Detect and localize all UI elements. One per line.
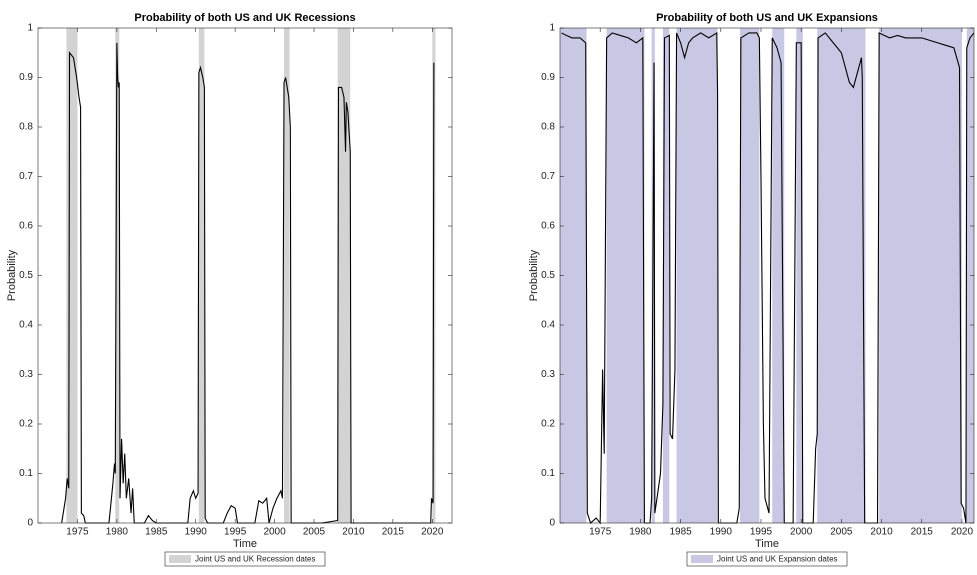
x-tick-label: 1985 xyxy=(669,527,692,538)
y-tick-label: 0.7 xyxy=(19,171,33,182)
shaded-period xyxy=(606,28,645,523)
axes-frame xyxy=(37,27,453,524)
y-tick-label: 0.2 xyxy=(19,419,33,430)
shaded-period xyxy=(796,28,803,523)
x-tick-label: 2020 xyxy=(421,527,444,538)
y-tick-label: 1 xyxy=(27,23,33,34)
y-tick-label: 0.5 xyxy=(541,270,555,281)
y-tick-label: 0.4 xyxy=(541,320,555,331)
shaded-period xyxy=(337,28,351,523)
x-tick-label: 1995 xyxy=(224,527,247,538)
y-tick-label: 0.8 xyxy=(19,122,33,133)
y-axis-label: Probability xyxy=(528,249,540,301)
y-tick-label: 0.1 xyxy=(541,468,555,479)
x-tick-label: 2010 xyxy=(342,527,365,538)
x-tick-label: 1985 xyxy=(145,527,168,538)
y-tick-label: 0.9 xyxy=(541,72,555,83)
legend-box xyxy=(164,551,326,567)
x-tick-label: 2015 xyxy=(911,527,934,538)
x-tick-label: 2000 xyxy=(263,527,286,538)
y-tick-label: 0.7 xyxy=(541,171,555,182)
x-tick-label: 1975 xyxy=(66,527,89,538)
shaded-period xyxy=(284,28,290,523)
y-tick-label: 0 xyxy=(549,518,555,529)
legend-label: Joint US and UK Recession dates xyxy=(195,555,316,564)
x-tick-label: 2010 xyxy=(870,527,893,538)
x-tick-label: 1995 xyxy=(750,527,773,538)
x-tick-label: 1990 xyxy=(185,527,208,538)
y-tick-label: 1 xyxy=(549,23,555,34)
chart-title: Probability of both US and UK Recessions xyxy=(134,12,355,24)
y-tick-label: 0.3 xyxy=(541,369,555,380)
y-axis-label: Probability xyxy=(6,249,18,301)
y-tick-label: 0.1 xyxy=(19,468,33,479)
shaded-period xyxy=(66,28,78,523)
x-tick-label: 1975 xyxy=(589,527,612,538)
x-tick-label: 2005 xyxy=(830,527,853,538)
y-tick-label: 0 xyxy=(27,518,33,529)
x-tick-label: 2005 xyxy=(303,527,326,538)
x-tick-label: 1990 xyxy=(710,527,733,538)
x-tick-label: 2000 xyxy=(790,527,813,538)
shaded-period xyxy=(662,28,670,523)
chart-title: Probability of both US and UK Expansions xyxy=(656,12,878,24)
y-tick-label: 0.9 xyxy=(19,72,33,83)
data-line xyxy=(561,31,975,525)
shaded-period xyxy=(817,28,866,523)
y-tick-label: 0.6 xyxy=(19,221,33,232)
x-axis-label: Time xyxy=(755,538,779,550)
legend-swatch xyxy=(169,555,191,563)
legend-swatch xyxy=(691,555,713,563)
data-line xyxy=(61,42,435,524)
y-tick-label: 0.2 xyxy=(541,419,555,430)
shaded-period xyxy=(198,28,205,523)
y-tick-label: 0.8 xyxy=(541,122,555,133)
shaded-period xyxy=(115,28,120,523)
y-tick-label: 0.6 xyxy=(541,221,555,232)
legend-box xyxy=(686,551,848,567)
y-tick-label: 0.5 xyxy=(19,270,33,281)
y-tick-label: 0.4 xyxy=(19,320,33,331)
x-tick-label: 1980 xyxy=(106,527,129,538)
shaded-period xyxy=(740,28,760,523)
x-tick-label: 2015 xyxy=(382,527,405,538)
shaded-period xyxy=(560,28,587,523)
shaded-period xyxy=(676,28,718,523)
x-tick-label: 2020 xyxy=(951,527,974,538)
shaded-period xyxy=(879,28,962,523)
legend-label: Joint US and UK Expansion dates xyxy=(717,555,838,564)
y-tick-label: 0.3 xyxy=(19,369,33,380)
x-axis-label: Time xyxy=(233,538,257,550)
x-tick-label: 1980 xyxy=(629,527,652,538)
